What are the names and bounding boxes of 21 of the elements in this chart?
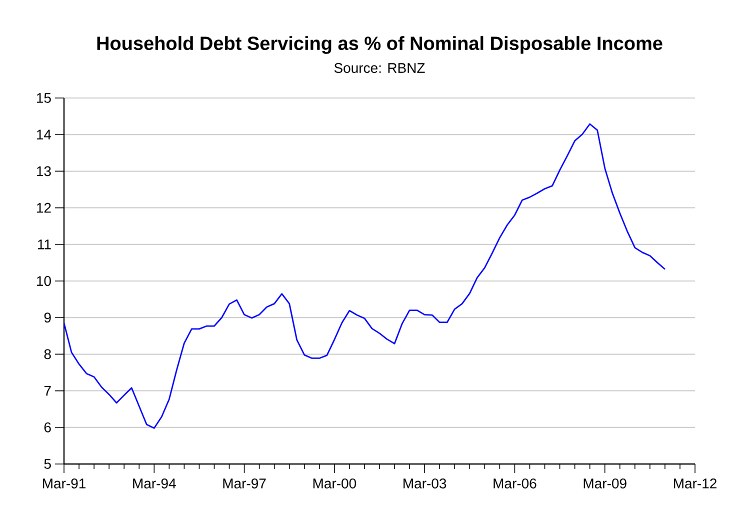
chart-title: Household Debt Servicing as % of Nominal Disposable Income bbox=[97, 36, 662, 54]
y-tick-label: 14 bbox=[36, 130, 52, 140]
chart-subtitle: Source: RBNZ bbox=[334, 63, 425, 73]
x-tick-label: Mar-03 bbox=[404, 478, 446, 488]
x-tick-label: Mar-97 bbox=[223, 478, 266, 488]
y-tick-label: 10 bbox=[36, 276, 51, 286]
y-tick-label: 6 bbox=[44, 422, 51, 432]
x-tick-label: Mar-12 bbox=[674, 478, 716, 488]
y-tick-label: 7 bbox=[44, 386, 51, 396]
y-tick-label: 9 bbox=[44, 312, 51, 323]
y-tick-label: 8 bbox=[44, 349, 51, 360]
y-tick-label: 15 bbox=[36, 93, 51, 103]
y-tick-label: 11 bbox=[38, 240, 51, 250]
x-tick-label: Mar-00 bbox=[313, 478, 356, 488]
x-tick-label: Mar-09 bbox=[584, 478, 626, 488]
x-tick-label: Mar-94 bbox=[133, 478, 176, 488]
y-tick-label: 12 bbox=[36, 202, 51, 213]
x-tick-label: Mar-91 bbox=[42, 478, 86, 488]
y-tick-label: 5 bbox=[44, 459, 51, 469]
x-tick-label: Mar-06 bbox=[494, 478, 536, 488]
y-tick-label: 13 bbox=[36, 166, 51, 176]
